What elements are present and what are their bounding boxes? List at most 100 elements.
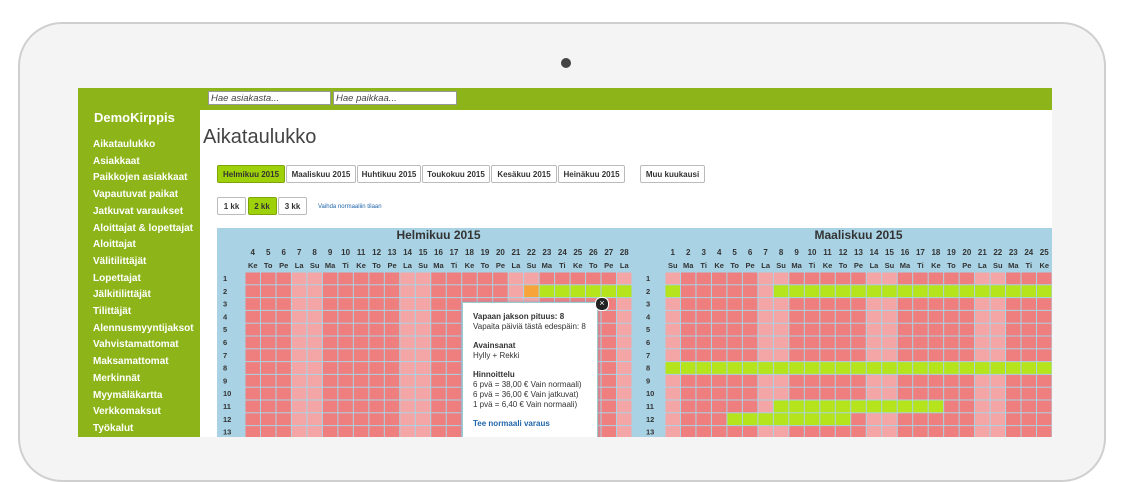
- weekday: Ke: [356, 261, 366, 270]
- nav-link[interactable]: Myymäläkartta: [93, 389, 163, 401]
- month-tab[interactable]: Kesäkuu 2015: [491, 165, 557, 183]
- calendar-cell: [851, 285, 866, 298]
- calendar-cell: [446, 413, 462, 426]
- calendar-cell: [711, 387, 727, 400]
- calendar-cell: [913, 362, 928, 374]
- other-month-button[interactable]: Muu kuukausi: [640, 165, 705, 183]
- place-search[interactable]: Hae paikkaa...: [333, 91, 457, 105]
- customer-search[interactable]: Hae asiakasta...: [208, 91, 331, 105]
- calendar-cell: [835, 272, 851, 285]
- calendar-cell: [260, 400, 276, 413]
- nav-link[interactable]: Vahvistamattomat: [93, 339, 179, 351]
- calendar-cell: [245, 374, 260, 387]
- calendar-cell: [291, 323, 307, 336]
- weekday: Ke: [1039, 261, 1049, 270]
- weekday: Su: [885, 261, 895, 270]
- day-number: 18: [465, 248, 474, 257]
- calendar-cell: [882, 374, 897, 387]
- calendar-cell: [539, 285, 555, 298]
- calendar-cell: [866, 400, 882, 413]
- tooltip-action[interactable]: Tee normaali varaus: [473, 419, 550, 428]
- calendar-cell: [586, 285, 601, 298]
- calendar-cell: [665, 413, 680, 426]
- weekday: To: [481, 261, 490, 270]
- calendar-cell: [338, 310, 353, 323]
- calendar-cell: [789, 323, 804, 336]
- calendar-cell: [400, 413, 415, 426]
- day-number: 17: [916, 248, 925, 257]
- calendar-cell: [928, 285, 944, 298]
- calendar-cell: [617, 426, 632, 437]
- price-list: 6 pvä = 38,00 € Vain normaali) 6 pvä = 36…: [473, 380, 587, 410]
- nav-link[interactable]: Tilittäjät: [93, 306, 132, 317]
- calendar-cell: [928, 272, 944, 285]
- nav-link[interactable]: Maksamattomat: [93, 356, 169, 368]
- month-tab[interactable]: Huhtikuu 2015: [357, 165, 421, 183]
- nav-link[interactable]: Aloittajat: [93, 239, 136, 251]
- nav-link[interactable]: Jälkitilittäjät: [93, 289, 151, 301]
- nav-link[interactable]: Merkinnät: [93, 372, 141, 384]
- calendar-cell: [727, 349, 742, 362]
- calendar-cell: [400, 349, 415, 362]
- view-button[interactable]: 1 kk: [217, 197, 246, 215]
- day-number: 20: [962, 248, 971, 257]
- calendar-cell: [959, 413, 975, 426]
- nav-link[interactable]: Aloittajat & lopettajat: [93, 222, 194, 234]
- calendar-cell: [384, 285, 400, 298]
- calendar-cell: [1006, 298, 1021, 310]
- nav-link[interactable]: Jatkuvat varaukset: [93, 205, 184, 217]
- nav-link[interactable]: Aikataulukko: [93, 139, 156, 150]
- nav-link[interactable]: Työkalut: [93, 422, 134, 434]
- calendar-cell: [384, 336, 400, 349]
- row-number: 5: [646, 325, 650, 334]
- calendar-cell: [897, 272, 913, 285]
- camera: [561, 58, 571, 68]
- mode-link[interactable]: Vaihda normaaliin tilaan: [318, 204, 382, 210]
- nav-link[interactable]: Verkkomaksut: [93, 406, 161, 418]
- calendar-cell: [990, 374, 1006, 387]
- calendar-cell: [789, 387, 804, 400]
- calendar-cell: [462, 272, 477, 285]
- calendar-cell: [322, 387, 338, 400]
- day-number: 17: [450, 248, 459, 257]
- month-tab[interactable]: Toukokuu 2015: [422, 165, 490, 183]
- calendar-cell: [835, 285, 851, 298]
- calendar-cell: [276, 400, 291, 413]
- calendar-cell: [804, 298, 820, 310]
- calendar-cell: [400, 426, 415, 437]
- nav-link[interactable]: Lopettajat: [93, 272, 141, 284]
- calendar-cell: [322, 298, 338, 310]
- calendar-cell: [665, 310, 680, 323]
- nav-link[interactable]: Alennusmyyntijaksot: [93, 322, 194, 334]
- calendar-cell: [789, 272, 804, 285]
- calendar-cell: [897, 349, 913, 362]
- nav-link[interactable]: Välitilittäjät: [93, 255, 147, 267]
- view-button[interactable]: 3 kk: [278, 197, 307, 215]
- calendar-cell: [353, 426, 369, 437]
- day-number: 23: [1009, 248, 1018, 257]
- calendar-cell: [897, 336, 913, 349]
- nav-link[interactable]: Asiakkaat: [93, 155, 140, 167]
- calendar-cell: [260, 298, 276, 310]
- calendar-cell: [353, 374, 369, 387]
- calendar-cell: [789, 298, 804, 310]
- calendar-cell: [897, 362, 913, 374]
- calendar-cell: [882, 272, 897, 285]
- calendar-cell: [944, 336, 959, 349]
- calendar-cell: [820, 310, 835, 323]
- view-button[interactable]: 2 kk: [247, 197, 277, 215]
- tooltip-close[interactable]: ×: [595, 297, 609, 311]
- calendar-cell: [1037, 310, 1052, 323]
- calendar-cell: [975, 413, 990, 426]
- nav-link[interactable]: Vapautuvat paikat: [93, 189, 179, 201]
- calendar-cell: [291, 349, 307, 362]
- calendar-cell: [601, 400, 617, 413]
- row-number: 3: [223, 300, 227, 309]
- calendar-cell: [291, 310, 307, 323]
- calendar-cell: [742, 400, 758, 413]
- nav-link[interactable]: Paikkojen asiakkaat: [93, 172, 188, 184]
- calendar-cell: [866, 272, 882, 285]
- month-tab[interactable]: Helmikuu 2015: [217, 165, 285, 183]
- month-tab[interactable]: Heinäkuu 2015: [558, 165, 625, 183]
- month-tab[interactable]: Maaliskuu 2015: [286, 165, 356, 183]
